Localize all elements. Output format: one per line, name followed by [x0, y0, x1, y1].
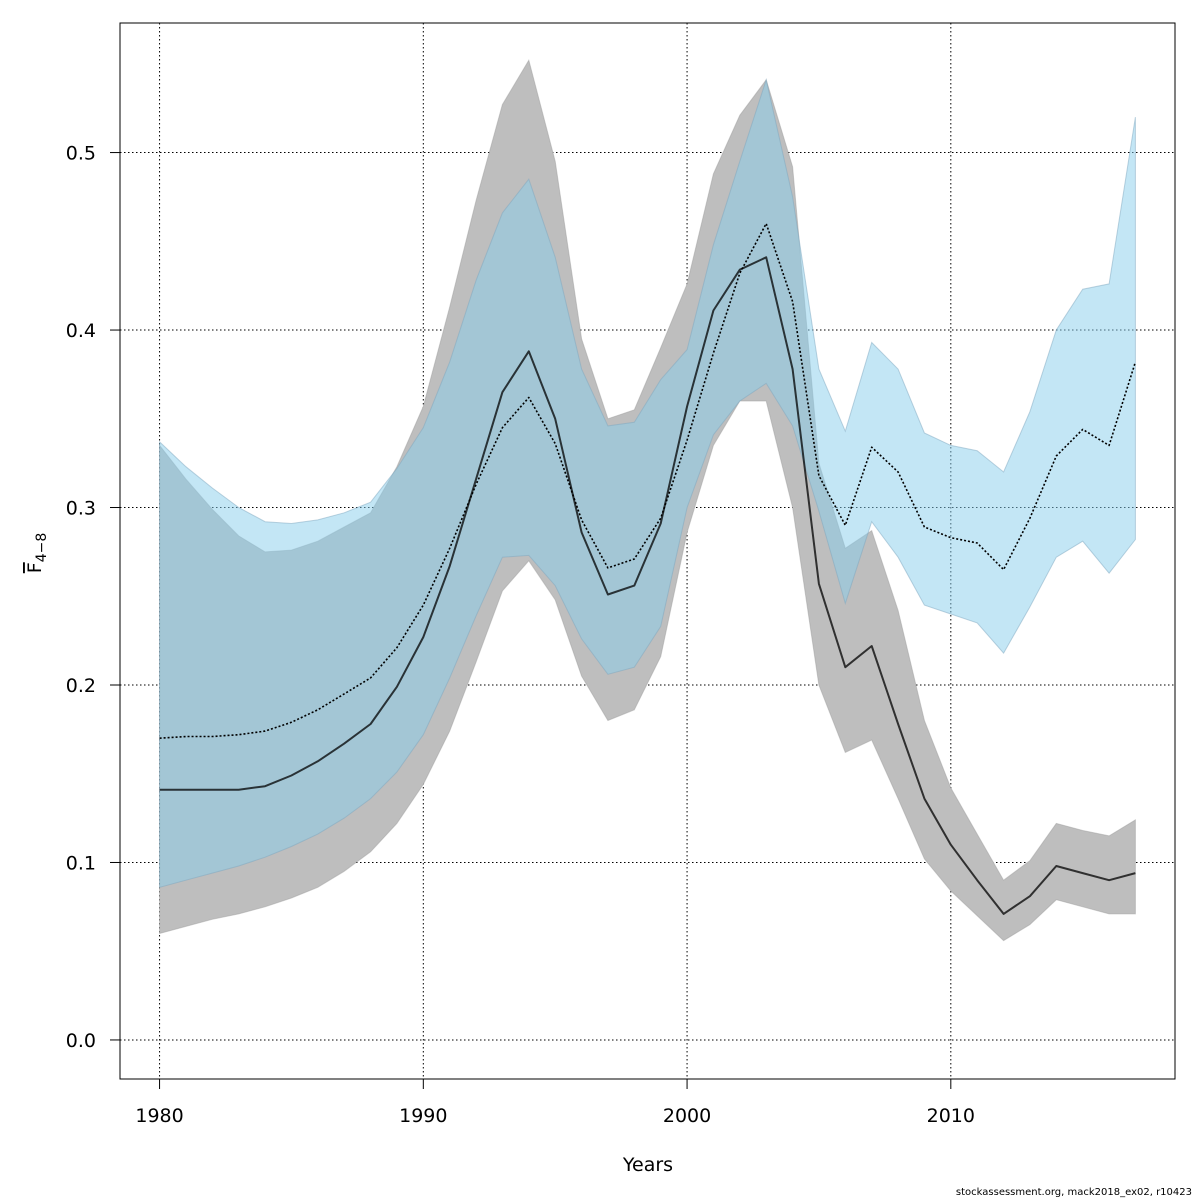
y-axis: 0.0 0.1 0.2 0.3 0.4 0.5	[66, 143, 121, 1052]
y-tick-label: 0.3	[66, 498, 96, 520]
y-axis-title-sub: 4−8	[34, 533, 50, 563]
y-tick-label: 0.4	[66, 320, 96, 342]
y-axis-title-main: F	[24, 562, 46, 573]
series-lines	[159, 222, 1137, 915]
x-tick-label: 2010	[927, 1105, 975, 1127]
y-tick-label: 0.0	[66, 1030, 96, 1052]
x-tick-label: 2000	[663, 1105, 711, 1127]
y-tick-label: 0.1	[66, 852, 96, 874]
series-line-2	[159, 222, 1137, 739]
svg-text:F4−8: F4−8	[24, 533, 50, 573]
y-tick-label: 0.5	[66, 143, 96, 165]
y-axis-title: F4−8	[24, 533, 50, 573]
series-line-1	[159, 256, 1136, 915]
y-tick-label: 0.2	[66, 675, 96, 697]
x-tick-label: 1990	[399, 1105, 447, 1127]
x-tick-label: 1980	[135, 1105, 183, 1127]
x-axis: 1980 1990 2000 2010	[135, 1078, 975, 1127]
confidence-bands	[159, 59, 1136, 942]
confidence-band-2	[159, 77, 1136, 888]
footer-credit: stockassessment.org, mack2018_ex02, r104…	[955, 1187, 1192, 1198]
x-axis-title: Years	[622, 1154, 673, 1176]
